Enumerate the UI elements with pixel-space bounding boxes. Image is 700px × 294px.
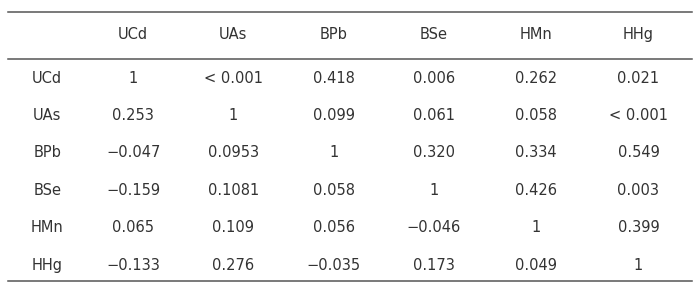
Text: −0.159: −0.159 bbox=[106, 183, 160, 198]
Text: BSe: BSe bbox=[420, 27, 448, 42]
Text: < 0.001: < 0.001 bbox=[609, 108, 668, 123]
Text: UAs: UAs bbox=[33, 108, 62, 123]
Text: 0.320: 0.320 bbox=[413, 146, 455, 161]
Text: 0.262: 0.262 bbox=[515, 71, 557, 86]
Text: HMn: HMn bbox=[520, 27, 552, 42]
Text: HHg: HHg bbox=[32, 258, 63, 273]
Text: 1: 1 bbox=[634, 258, 643, 273]
Text: −0.046: −0.046 bbox=[407, 220, 461, 235]
Text: 0.056: 0.056 bbox=[313, 220, 355, 235]
Text: 0.334: 0.334 bbox=[515, 146, 557, 161]
Text: −0.047: −0.047 bbox=[106, 146, 160, 161]
Text: 0.426: 0.426 bbox=[515, 183, 557, 198]
Text: 1: 1 bbox=[429, 183, 438, 198]
Text: 0.418: 0.418 bbox=[313, 71, 355, 86]
Text: 0.021: 0.021 bbox=[617, 71, 659, 86]
Text: 0.549: 0.549 bbox=[617, 146, 659, 161]
Text: HHg: HHg bbox=[623, 27, 654, 42]
Text: 1: 1 bbox=[129, 71, 138, 86]
Text: 0.058: 0.058 bbox=[515, 108, 557, 123]
Text: BSe: BSe bbox=[33, 183, 61, 198]
Text: −0.035: −0.035 bbox=[307, 258, 360, 273]
Text: −0.133: −0.133 bbox=[106, 258, 160, 273]
Text: 0.276: 0.276 bbox=[212, 258, 255, 273]
Text: 1: 1 bbox=[229, 108, 238, 123]
Text: UCd: UCd bbox=[118, 27, 148, 42]
Text: 0.1081: 0.1081 bbox=[208, 183, 259, 198]
Text: 0.006: 0.006 bbox=[413, 71, 455, 86]
Text: HMn: HMn bbox=[31, 220, 64, 235]
Text: 0.109: 0.109 bbox=[212, 220, 254, 235]
Text: 1: 1 bbox=[329, 146, 338, 161]
Text: 0.049: 0.049 bbox=[515, 258, 557, 273]
Text: 0.099: 0.099 bbox=[313, 108, 355, 123]
Text: 0.065: 0.065 bbox=[112, 220, 154, 235]
Text: UAs: UAs bbox=[219, 27, 248, 42]
Text: BPb: BPb bbox=[320, 27, 348, 42]
Text: UCd: UCd bbox=[32, 71, 62, 86]
Text: 0.061: 0.061 bbox=[413, 108, 455, 123]
Text: 0.173: 0.173 bbox=[413, 258, 455, 273]
Text: 0.0953: 0.0953 bbox=[208, 146, 259, 161]
Text: BPb: BPb bbox=[34, 146, 61, 161]
Text: 1: 1 bbox=[531, 220, 541, 235]
Text: 0.253: 0.253 bbox=[112, 108, 154, 123]
Text: < 0.001: < 0.001 bbox=[204, 71, 263, 86]
Text: 0.399: 0.399 bbox=[617, 220, 659, 235]
Text: 0.058: 0.058 bbox=[313, 183, 355, 198]
Text: 0.003: 0.003 bbox=[617, 183, 659, 198]
